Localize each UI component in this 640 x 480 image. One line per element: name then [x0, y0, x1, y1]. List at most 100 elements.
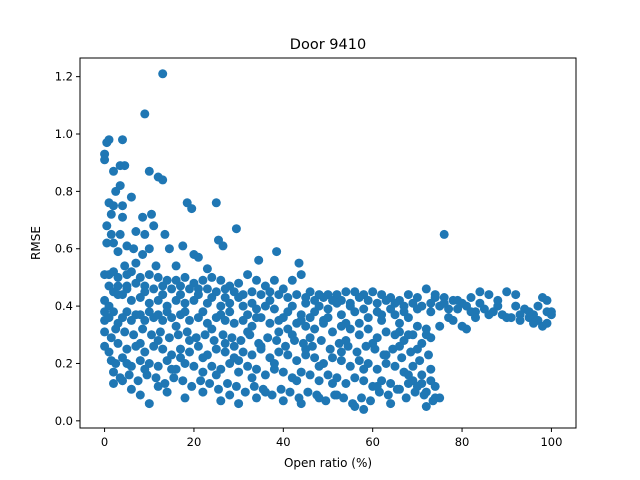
data-point [274, 290, 284, 300]
data-point [417, 379, 427, 388]
data-point [225, 390, 235, 400]
data-point [120, 261, 130, 271]
data-point [359, 364, 369, 374]
data-point [421, 284, 431, 294]
data-point [395, 318, 404, 328]
data-point [410, 387, 420, 397]
data-point [328, 327, 337, 337]
data-point [144, 298, 154, 308]
data-point [111, 186, 121, 196]
data-point [205, 379, 215, 388]
data-point [209, 336, 219, 345]
data-point [109, 238, 118, 248]
data-point [401, 393, 411, 403]
data-point [207, 293, 217, 302]
data-point [278, 313, 288, 323]
data-point [377, 315, 387, 325]
data-point [439, 229, 449, 239]
data-point [158, 344, 168, 354]
data-point [314, 393, 324, 403]
data-point [301, 298, 311, 308]
data-point [231, 224, 241, 234]
data-point [198, 307, 208, 317]
data-point [372, 307, 382, 317]
data-point [426, 298, 436, 308]
data-point [218, 330, 228, 340]
data-point [167, 284, 177, 294]
data-point [115, 229, 125, 239]
data-point [426, 364, 436, 374]
data-point [292, 376, 302, 386]
plot-area-frame [79, 57, 577, 429]
chart-title: Door 9410 [290, 37, 366, 53]
data-point [276, 384, 286, 394]
data-point [113, 290, 123, 300]
data-point [372, 364, 382, 374]
data-point [546, 307, 556, 317]
data-point [129, 330, 139, 340]
data-point [252, 275, 261, 285]
data-point [278, 396, 288, 406]
data-point [164, 244, 174, 254]
data-point [421, 324, 431, 334]
data-point [529, 318, 538, 328]
data-point [234, 399, 244, 409]
data-point [151, 373, 161, 383]
data-point [229, 341, 239, 351]
data-point [453, 304, 463, 314]
data-point [169, 373, 179, 383]
data-point [162, 307, 172, 317]
data-point [247, 373, 257, 383]
data-point [126, 384, 136, 394]
data-point [216, 275, 226, 285]
data-point [207, 361, 217, 371]
data-point [354, 356, 364, 366]
data-point [202, 284, 212, 294]
data-point [106, 209, 116, 219]
data-point [395, 341, 404, 351]
data-point [278, 367, 288, 377]
data-point [198, 387, 208, 397]
data-point [126, 295, 136, 305]
data-point [419, 390, 429, 400]
data-point [144, 270, 154, 280]
data-point [180, 307, 190, 317]
data-point [252, 364, 261, 374]
data-point [229, 318, 239, 328]
data-point [332, 298, 342, 308]
data-point [196, 376, 206, 386]
data-point [392, 384, 402, 394]
data-point [247, 287, 257, 297]
data-point [162, 387, 172, 397]
data-point [109, 166, 118, 176]
data-point [328, 379, 337, 388]
data-point [252, 313, 261, 323]
data-point [381, 350, 391, 360]
data-point [223, 379, 232, 388]
data-point [368, 287, 378, 297]
data-point [368, 338, 378, 348]
y-tick-label: 0.6 [55, 242, 73, 256]
data-point [424, 350, 433, 360]
data-point [328, 353, 337, 363]
data-point [336, 356, 346, 366]
data-point [269, 359, 279, 368]
data-point [381, 359, 391, 368]
data-point [207, 324, 217, 334]
data-point [118, 135, 127, 145]
data-point [198, 353, 208, 363]
data-point [129, 244, 139, 254]
data-point [292, 356, 302, 366]
data-point [435, 393, 445, 403]
data-point [144, 244, 154, 254]
data-point [180, 393, 190, 403]
data-point [265, 318, 275, 328]
data-point [140, 109, 150, 119]
data-point [220, 293, 230, 302]
data-point [102, 138, 112, 148]
data-point [296, 315, 306, 325]
data-point [323, 370, 333, 380]
data-point [189, 361, 199, 371]
data-point [493, 295, 503, 305]
